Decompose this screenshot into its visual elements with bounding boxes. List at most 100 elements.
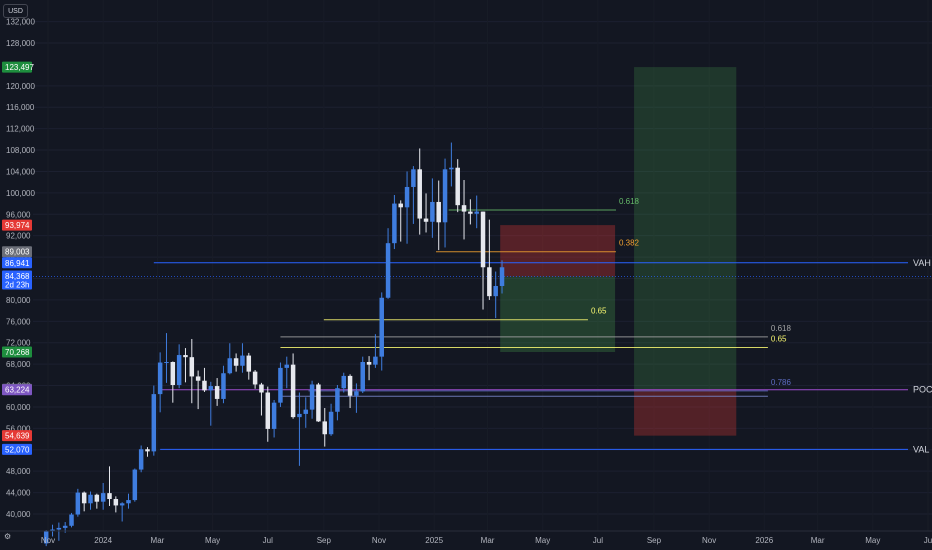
x-tick-label: Sep: [317, 536, 332, 545]
price-badge: [2, 270, 32, 290]
y-tick-label: 96,000: [6, 210, 31, 219]
candle-body: [183, 355, 188, 358]
candle-body: [252, 371, 258, 385]
candle-body: [81, 492, 87, 504]
candle-body: [50, 529, 55, 532]
y-tick-label: 48,000: [6, 467, 31, 476]
candle-body: [119, 503, 125, 506]
candle-body: [360, 361, 365, 392]
price-badge-label: 54,639: [5, 432, 30, 441]
currency-button[interactable]: USD: [3, 4, 28, 18]
settings-icon[interactable]: ⚙: [4, 532, 11, 541]
y-tick-label: 72,000: [6, 339, 31, 348]
candle-body: [366, 361, 372, 365]
candle-body: [411, 169, 416, 187]
candle-body: [404, 186, 410, 208]
price-badge-label: 84,368: [5, 272, 30, 281]
candle-body: [233, 358, 239, 366]
x-tick-label: Nov: [41, 536, 55, 545]
candle-body: [227, 358, 233, 374]
x-tick-label: Ju: [924, 536, 932, 545]
y-tick-label: 104,000: [6, 167, 35, 176]
candle-body: [474, 211, 479, 214]
candle-body: [138, 449, 144, 470]
candle-body: [430, 201, 435, 222]
candle-body: [195, 376, 201, 381]
candle-body: [392, 203, 397, 244]
x-tick-label: Jul: [263, 536, 273, 545]
candle-body: [455, 167, 460, 206]
candle-body: [290, 364, 296, 418]
candle-body: [271, 402, 277, 429]
candles: [43, 142, 505, 547]
x-tick-label: May: [535, 536, 550, 545]
x-axis-ticks: Nov 2024 Mar May Jul Sep Nov 2025 Mar May Jul Sep No…: [41, 536, 932, 545]
y-tick-label: 80,000: [6, 296, 31, 305]
candle-body: [265, 392, 271, 429]
price-badge: [2, 61, 32, 73]
x-tick-label: 2024: [94, 536, 112, 545]
y-tick-label: 60,000: [6, 403, 31, 412]
x-tick-label: Mar: [151, 536, 165, 545]
candle-body: [151, 394, 157, 452]
candle-body: [442, 169, 448, 223]
candle-body: [69, 514, 74, 526]
candle-body: [62, 525, 68, 528]
x-tick-label: Sep: [647, 536, 662, 545]
candle-body: [202, 380, 207, 391]
candle-body: [347, 375, 353, 396]
x-tick-label: May: [205, 536, 220, 545]
y-tick-label: 128,000: [6, 39, 35, 48]
x-tick-label: 2025: [425, 536, 443, 545]
candle-body: [322, 421, 328, 435]
candle-body: [385, 243, 391, 298]
candle-body: [278, 367, 283, 403]
price-badge-countdown: 2d 23h: [5, 281, 29, 290]
fib-label: 0.65: [771, 335, 787, 344]
candle-body: [379, 297, 384, 357]
candle-body: [335, 388, 340, 412]
candle-body: [328, 411, 334, 435]
candle-body: [208, 386, 214, 391]
price-badge-label: 123,497: [5, 63, 34, 72]
candle-body: [398, 203, 403, 208]
x-tick-label: Mar: [481, 536, 495, 545]
candle-body: [259, 384, 264, 393]
candle-body: [88, 494, 93, 504]
y-tick-label: 76,000: [6, 317, 31, 326]
candle-body: [240, 355, 245, 366]
x-tick-label: Nov: [702, 536, 716, 545]
y-tick-label: 100,000: [6, 189, 35, 198]
x-tick-label: May: [865, 536, 880, 545]
candle-body: [468, 211, 473, 214]
price-badge: [2, 384, 32, 396]
price-badge: [2, 346, 32, 358]
y-tick-label: 44,000: [6, 489, 31, 498]
y-tick-label: 132,000: [6, 18, 35, 27]
candle-body: [449, 167, 454, 170]
candle-body: [107, 493, 112, 500]
candle-body: [309, 384, 315, 410]
y-tick-label: 116,000: [6, 103, 35, 112]
candle-body: [132, 469, 138, 501]
candle-body: [341, 375, 346, 389]
candle-body: [56, 527, 62, 530]
candle-body: [221, 373, 226, 399]
fib-label: 0.618: [771, 324, 792, 333]
price-badge-label: 70,268: [5, 348, 30, 357]
position-upper-zone: [634, 67, 737, 390]
fib-label: 0.786: [771, 378, 792, 387]
x-tick-label: Mar: [811, 536, 825, 545]
candle-body: [214, 386, 220, 399]
candle-body: [176, 355, 182, 386]
candle-body: [461, 205, 467, 212]
candle-body: [75, 492, 81, 515]
candle-body: [284, 364, 290, 368]
y-tick-label: 40,000: [6, 510, 31, 519]
price-badge: [2, 219, 32, 231]
price-badge-label: 63,224: [5, 386, 30, 395]
level-label-poc: POC: [913, 385, 932, 395]
